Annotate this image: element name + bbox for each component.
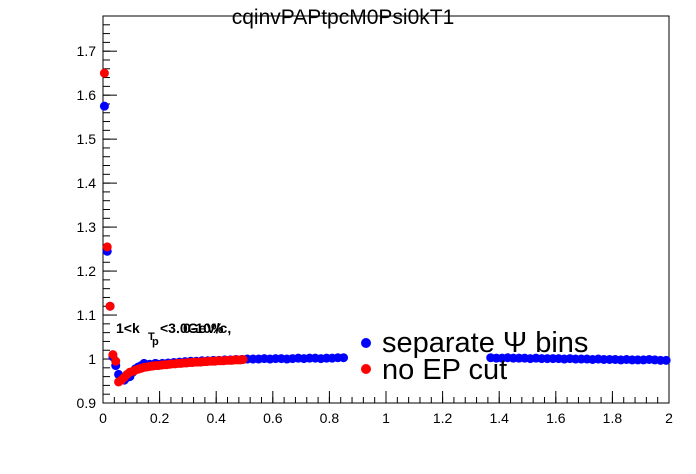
y-tick-label: 1.3 <box>77 219 97 235</box>
data-point <box>102 242 112 252</box>
x-tick-label: 1 <box>382 410 390 426</box>
annotation-kt-range: 1<k <box>116 320 140 336</box>
annotation: 1<k T <3.0GeV/c, p 0-10% <box>116 320 231 348</box>
y-tick-label: 1.6 <box>77 87 97 103</box>
chart-title: cqinvPAPtpcM0Psi0kT1 <box>232 6 455 29</box>
data-point <box>238 354 248 364</box>
data-point <box>661 355 671 365</box>
x-tick-label: 1.4 <box>489 410 509 426</box>
x-tick-label: 0 <box>99 410 107 426</box>
x-tick-label: 1.6 <box>546 410 566 426</box>
x-axis: 0 0.2 0.4 0.6 0.8 1 1.2 1.4 1.6 1.8 2 <box>99 391 673 426</box>
data-point <box>99 101 109 111</box>
legend-marker-no-ep-cut <box>361 364 371 374</box>
x-tick-label: 1.8 <box>603 410 623 426</box>
data-point <box>111 356 121 366</box>
annotation-centrality: 0-10% <box>183 320 224 336</box>
x-tick-label: 0.8 <box>320 410 340 426</box>
annotation-kt-upper: <3.0GeV/c, <box>160 320 231 336</box>
series-layer <box>99 68 671 387</box>
y-tick-label: 0.9 <box>77 395 97 411</box>
annotation-p-subscript: p <box>152 336 159 348</box>
data-point <box>105 301 115 311</box>
y-tick-label: 1.5 <box>77 131 97 147</box>
x-tick-label: 1.2 <box>433 410 453 426</box>
x-tick-label: 2 <box>665 410 673 426</box>
legend-marker-separate-psi-bins <box>361 338 371 348</box>
y-tick-label: 1.2 <box>77 263 97 279</box>
legend: separate Ψ bins no EP cut <box>361 327 588 386</box>
x-tick-label: 0.6 <box>263 410 283 426</box>
data-point <box>99 68 109 78</box>
legend-label-no-ep-cut: no EP cut <box>382 354 507 386</box>
x-tick-label: 0.2 <box>150 410 170 426</box>
y-axis: 0.9 1 1.1 1.2 1.3 1.4 1.5 1.6 1.7 <box>77 15 117 411</box>
plot-frame <box>102 15 670 404</box>
legend-label-separate-psi-bins: separate Ψ bins <box>382 327 588 359</box>
series-1 <box>99 68 248 387</box>
annotation-kt-subscript: T <box>148 331 155 343</box>
data-point <box>339 353 349 363</box>
y-tick-label: 1.7 <box>77 43 97 59</box>
y-tick-label: 1.1 <box>77 307 97 323</box>
x-tick-label: 0.4 <box>206 410 226 426</box>
y-tick-label: 1 <box>88 351 96 367</box>
y-tick-label: 1.4 <box>77 175 97 191</box>
